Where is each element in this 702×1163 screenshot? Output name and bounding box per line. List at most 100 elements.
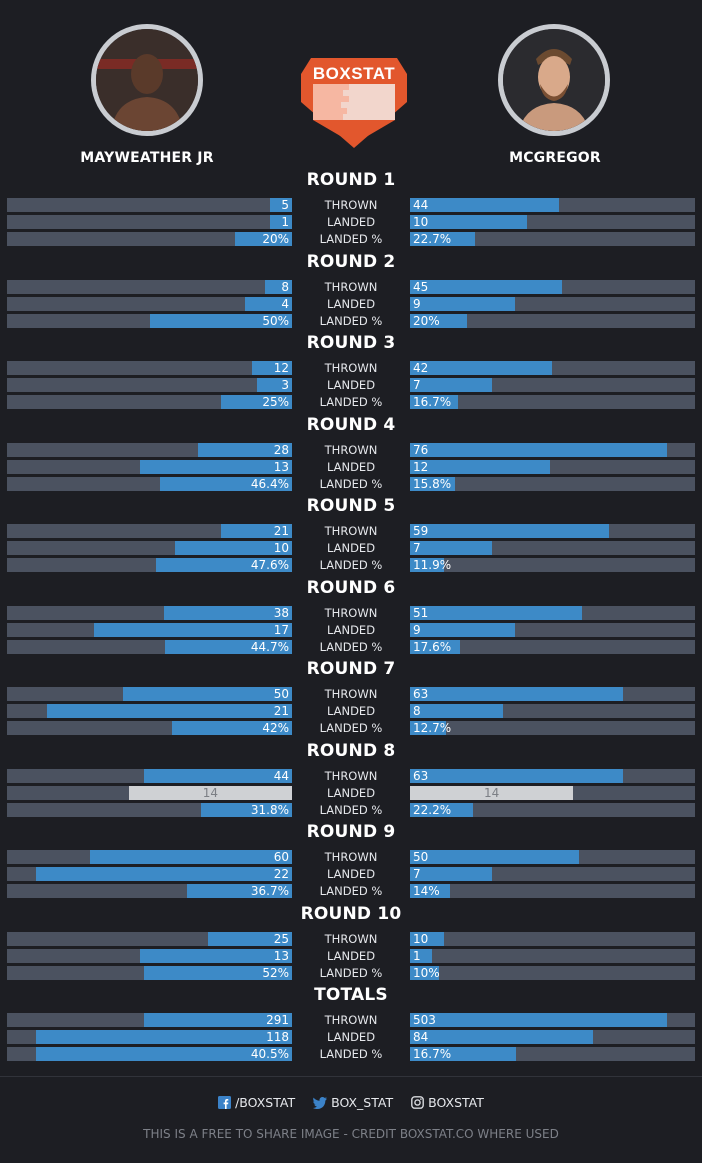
left-value-label: 12 <box>273 361 289 375</box>
left-bar <box>149 313 292 328</box>
footer: /BOXSTAT BOX_STAT BOXSTAT THIS IS A FREE… <box>0 1076 702 1163</box>
left-value-label: 13 <box>273 459 289 474</box>
mayweather-avatar <box>91 24 203 136</box>
stat-label: THROWN <box>324 687 378 701</box>
left-bar-track: 14 <box>7 785 292 800</box>
left-bar-track: 44 <box>7 768 292 783</box>
left-bar <box>35 867 292 881</box>
right-bar-track: 10 <box>410 215 695 229</box>
stat-label: LANDED % <box>319 965 383 980</box>
mcgregor-avatar <box>498 24 610 136</box>
right-bar <box>410 605 583 620</box>
stat-row: 21 8 LANDED <box>0 704 702 718</box>
left-value-label: 25 <box>273 931 289 946</box>
facebook-icon <box>218 1096 232 1109</box>
right-bar <box>410 378 492 392</box>
left-bar-track: 44.7% <box>7 639 292 654</box>
left-bar-track: 13 <box>7 459 292 474</box>
left-bar <box>251 361 292 375</box>
left-bar-track: 40.5% <box>7 1047 292 1061</box>
right-bar <box>410 721 447 735</box>
twitter-icon <box>313 1096 328 1109</box>
stat-row: 31.8% 22.2% LANDED % <box>0 802 702 817</box>
right-bar-track: 17.6% <box>410 639 695 654</box>
round-group: ROUND 6 38 51 THROWN 17 9 LANDED 44.7% 17.6% LAND… <box>0 578 702 662</box>
stat-row: 10 7 LANDED <box>0 541 702 555</box>
stat-row: 40.5% 16.7% LANDED % <box>0 1047 702 1061</box>
stat-row: 291 503 THROWN <box>0 1013 702 1027</box>
left-bar-track: 8 <box>7 279 292 294</box>
left-bar <box>128 785 292 800</box>
stat-label: LANDED <box>326 867 376 881</box>
left-bar-track: 60 <box>7 850 292 864</box>
stat-label: LANDED % <box>319 232 383 246</box>
left-bar-track: 22 <box>7 867 292 881</box>
left-bar <box>221 524 292 538</box>
right-bar-track: 50 <box>410 850 695 864</box>
left-value-label: 52% <box>262 965 289 980</box>
left-bar-track: 38 <box>7 605 292 620</box>
stat-label: LANDED % <box>319 476 383 491</box>
left-bar <box>143 965 292 980</box>
stat-label: THROWN <box>324 198 378 212</box>
stat-row: 25% 16.7% LANDED % <box>0 395 702 409</box>
left-bar <box>270 198 292 212</box>
stat-row: 42% 12.7% LANDED % <box>0 721 702 735</box>
stat-row: 13 1 LANDED <box>0 948 702 963</box>
stat-row: 1 10 LANDED <box>0 215 702 229</box>
right-value-label: 9 <box>413 622 421 637</box>
right-bar-track: 51 <box>410 605 695 620</box>
stat-row: 21 59 THROWN <box>0 524 702 538</box>
left-bar <box>245 296 292 311</box>
instagram-link[interactable]: BOXSTAT <box>411 1095 484 1110</box>
stat-row: 28 76 THROWN <box>0 442 702 457</box>
right-bar-track: 84 <box>410 1030 695 1044</box>
stat-label: LANDED % <box>319 639 383 654</box>
left-bar-track: 25 <box>7 931 292 946</box>
round-title: ROUND 7 <box>306 659 396 679</box>
right-bar-track: 12 <box>410 459 695 474</box>
right-value-label: 7 <box>413 378 421 392</box>
left-value-label: 47.6% <box>250 558 289 572</box>
right-value-label: 76 <box>413 442 429 457</box>
right-bar-track: 7 <box>410 867 695 881</box>
stat-label: LANDED % <box>319 558 383 572</box>
left-bar <box>175 541 292 555</box>
stat-label: THROWN <box>324 931 378 946</box>
round-title: ROUND 5 <box>306 496 396 516</box>
right-value-label: 8 <box>413 704 421 718</box>
left-value-label: 21 <box>273 524 289 538</box>
stat-label: THROWN <box>324 605 378 620</box>
facebook-link[interactable]: /BOXSTAT <box>218 1095 295 1110</box>
stat-label: THROWN <box>324 768 378 783</box>
right-bar-track: 45 <box>410 279 695 294</box>
stat-label: THROWN <box>324 361 378 375</box>
right-bar-track: 1 <box>410 948 695 963</box>
right-bar <box>410 361 552 375</box>
left-bar-track: 31.8% <box>7 802 292 817</box>
right-value-label: 15.8% <box>413 476 452 491</box>
right-bar <box>410 198 559 212</box>
left-value-label: 36.7% <box>250 884 289 898</box>
twitter-link[interactable]: BOX_STAT <box>313 1095 393 1110</box>
stat-row: 13 12 LANDED <box>0 459 702 474</box>
left-bar <box>143 768 292 783</box>
right-bar-track: 20% <box>410 313 695 328</box>
round-title: ROUND 4 <box>306 414 396 435</box>
right-bar-track: 14 <box>410 785 695 800</box>
stat-label: LANDED % <box>319 395 383 409</box>
right-bar <box>410 687 623 701</box>
left-bar-track: 21 <box>7 524 292 538</box>
left-value-label: 44.7% <box>250 639 289 654</box>
round-group: ROUND 10 25 10 THROWN 13 1 LANDED 52% 10% LANDED … <box>0 904 702 988</box>
stat-row: 60 50 THROWN <box>0 850 702 864</box>
right-value-label: 7 <box>413 867 421 881</box>
left-bar-track: 118 <box>7 1030 292 1044</box>
right-bar-track: 22.2% <box>410 802 695 817</box>
right-bar <box>410 476 456 491</box>
right-bar <box>410 313 467 328</box>
stat-row: 17 9 LANDED <box>0 622 702 637</box>
left-bar <box>163 605 292 620</box>
left-bar-track: 46.4% <box>7 476 292 491</box>
instagram-icon <box>411 1096 425 1109</box>
